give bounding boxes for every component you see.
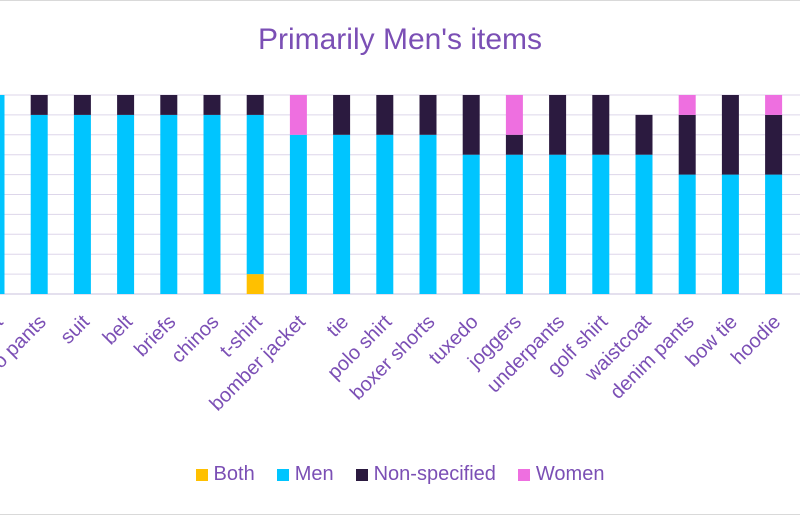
- bar-segment-non-specified: [117, 95, 135, 115]
- bar-segment-non-specified: [549, 95, 567, 155]
- bar-segment-men: [160, 114, 178, 295]
- bar-segment-non-specified: [678, 114, 696, 175]
- bar-segment-men: [246, 114, 264, 275]
- bar-segment-both: [246, 274, 264, 294]
- bar-segment-non-specified: [333, 95, 351, 135]
- bar-segment-men: [30, 114, 48, 295]
- bar-segment-non-specified: [721, 95, 739, 175]
- bar-segment-men: [203, 114, 221, 295]
- bar-segment-men: [592, 154, 610, 294]
- bar-segment-men: [73, 114, 91, 295]
- bar-segment-men: [333, 134, 351, 294]
- bar-segment-non-specified: [30, 95, 48, 115]
- legend-item: Both: [195, 463, 255, 486]
- bar-segment-men: [678, 174, 696, 294]
- legend-swatch: [517, 468, 530, 481]
- bar-segment-women: [678, 95, 696, 115]
- bar-segment-men: [289, 134, 307, 294]
- bar-segment-non-specified: [635, 114, 653, 155]
- bar-segment-women: [765, 95, 783, 115]
- bar-segment-men: [462, 154, 480, 294]
- legend-item: Non-specified: [355, 463, 496, 486]
- bar-segment-non-specified: [73, 95, 91, 115]
- legend-swatch: [195, 468, 208, 481]
- x-tick-label: t: [0, 311, 8, 331]
- bar-segment-non-specified: [203, 95, 221, 115]
- legend-label: Men: [294, 463, 334, 485]
- legend-label: Both: [213, 463, 255, 485]
- chart-title: Primarily Men's items: [257, 23, 543, 56]
- legend-item: Men: [276, 463, 334, 486]
- bar-segment-men: [765, 174, 783, 294]
- x-tick-label: o pants: [0, 311, 51, 373]
- legend-label: Women: [535, 463, 605, 485]
- x-tick-label: chinos: [167, 311, 223, 367]
- bar-segment-men: [635, 154, 653, 294]
- bar-segment-men: [419, 134, 437, 294]
- x-tick-label: hoodie: [727, 311, 785, 369]
- bar-segment-men: [505, 154, 523, 294]
- bar-segment-non-specified: [505, 134, 523, 155]
- bar-segment-non-specified: [246, 95, 264, 115]
- bar-segment-men: [117, 114, 135, 295]
- bar-segment-men: [549, 154, 567, 294]
- bar-segment-non-specified: [592, 95, 610, 155]
- bar-segment-men: [376, 134, 394, 294]
- x-tick-label: suit: [56, 311, 94, 349]
- bar-segment-non-specified: [376, 95, 394, 135]
- bar-segment-women: [289, 95, 307, 135]
- legend-swatch: [276, 468, 289, 481]
- legend-item: Women: [517, 463, 605, 486]
- legend-label: Non-specified: [373, 463, 496, 485]
- bar-segment-non-specified: [160, 95, 178, 115]
- bar-segment-non-specified: [419, 95, 437, 135]
- bar-segment-men: [721, 174, 739, 294]
- x-tick-label: tie: [323, 311, 353, 341]
- bar-segment-men: [0, 95, 5, 294]
- bar-segment-women: [505, 95, 523, 135]
- chart-legend: Both Men Non-specified Women: [0, 463, 800, 486]
- legend-swatch: [355, 468, 368, 481]
- bar-segment-non-specified: [765, 114, 783, 175]
- bar-segment-non-specified: [462, 95, 480, 155]
